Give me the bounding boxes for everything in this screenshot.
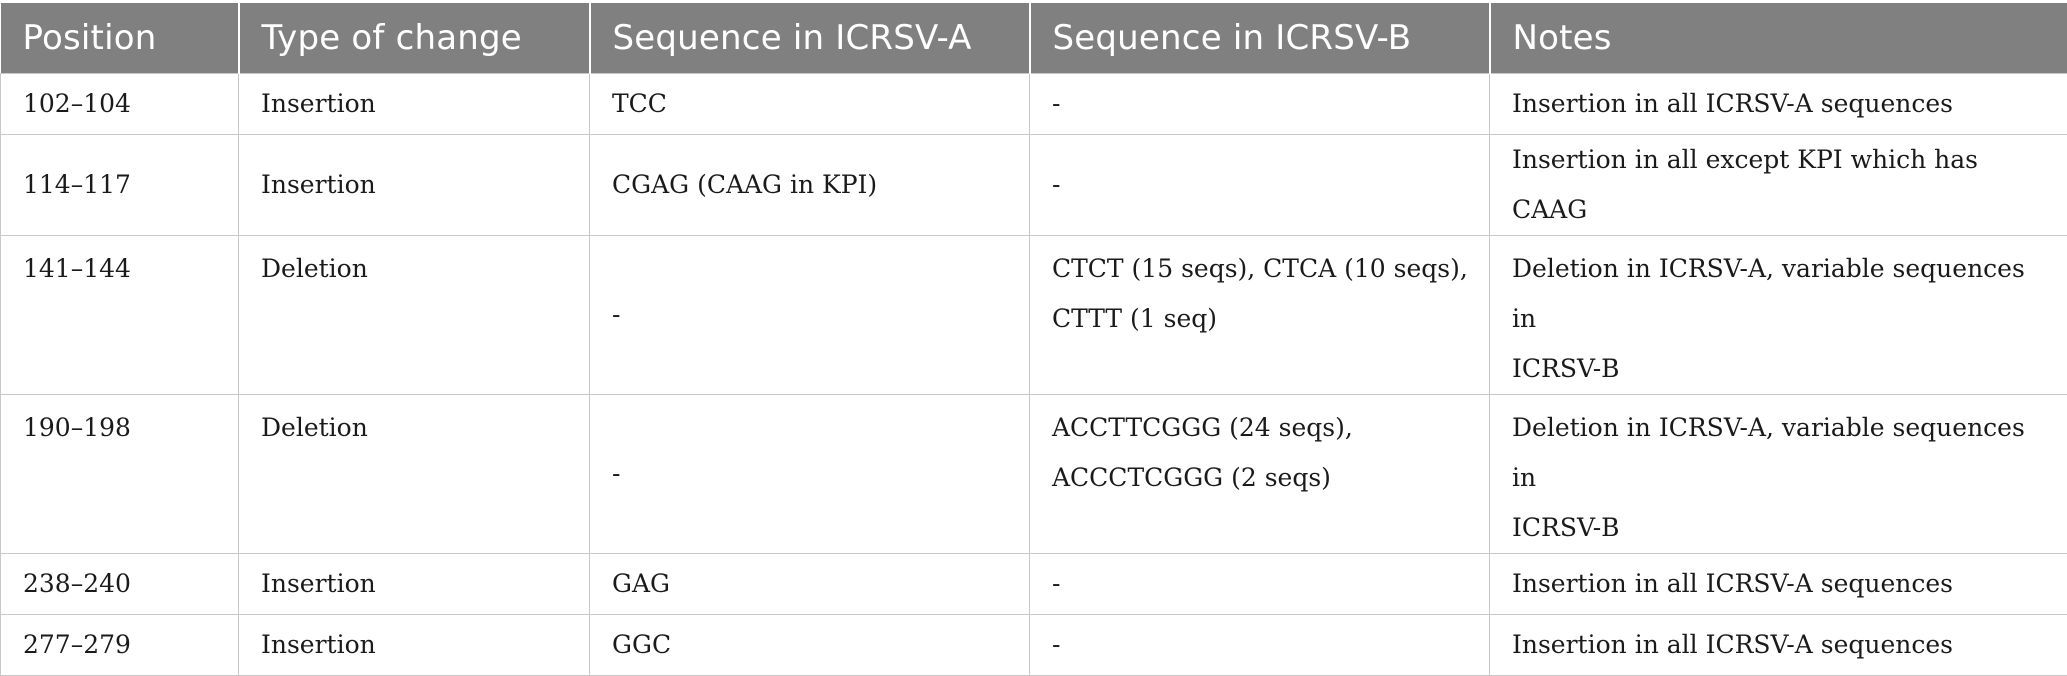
cell-notes: Insertion in all ICRSV-A sequences <box>1490 554 2067 615</box>
cell-line: CTTT (1 seq) <box>1052 294 1471 344</box>
header-row: Position Type of change Sequence in ICRS… <box>1 3 2067 74</box>
table-row: 277–279 Insertion GGC - Insertion in all… <box>1 615 2067 676</box>
header-type-of-change: Type of change <box>239 3 590 74</box>
cell-seq-b: CTCT (15 seqs), CTCA (10 seqs), CTTT (1 … <box>1030 236 1490 395</box>
cell-seq-a: - <box>590 236 1030 395</box>
cell-seq-b: - <box>1030 615 1490 676</box>
table-row: 102–104 Insertion TCC - Insertion in all… <box>1 74 2067 135</box>
table-header: Position Type of change Sequence in ICRS… <box>1 3 2067 74</box>
cell-type: Insertion <box>239 74 590 135</box>
cell-notes: Insertion in all except KPI which has CA… <box>1490 135 2067 236</box>
cell-line: ICRSV-B <box>1512 503 2049 553</box>
sequence-changes-table: Position Type of change Sequence in ICRS… <box>0 3 2067 676</box>
cell-type: Deletion <box>239 395 590 554</box>
header-sequence-b: Sequence in ICRSV-B <box>1030 3 1490 74</box>
cell-type: Insertion <box>239 615 590 676</box>
table-row: 190–198 Deletion - ACCTTCGGG (24 seqs), … <box>1 395 2067 554</box>
header-notes: Notes <box>1490 3 2067 74</box>
cell-seq-b: ACCTTCGGG (24 seqs), ACCCTCGGG (2 seqs) <box>1030 395 1490 554</box>
table-row: 238–240 Insertion GAG - Insertion in all… <box>1 554 2067 615</box>
cell-line: CTCT (15 seqs), CTCA (10 seqs), <box>1052 244 1471 294</box>
cell-position: 190–198 <box>1 395 239 554</box>
cell-notes: Insertion in all ICRSV-A sequences <box>1490 74 2067 135</box>
cell-position: 102–104 <box>1 74 239 135</box>
cell-seq-a: CGAG (CAAG in KPI) <box>590 135 1030 236</box>
table-body: 102–104 Insertion TCC - Insertion in all… <box>1 74 2067 676</box>
cell-seq-a: TCC <box>590 74 1030 135</box>
cell-type: Deletion <box>239 236 590 395</box>
cell-notes: Insertion in all ICRSV-A sequences <box>1490 615 2067 676</box>
header-position: Position <box>1 3 239 74</box>
cell-seq-b: - <box>1030 554 1490 615</box>
cell-notes: Deletion in ICRSV-A, variable sequences … <box>1490 236 2067 395</box>
cell-seq-b: - <box>1030 135 1490 236</box>
cell-line: ICRSV-B <box>1512 344 2049 394</box>
cell-notes: Deletion in ICRSV-A, variable sequences … <box>1490 395 2067 554</box>
cell-type: Insertion <box>239 135 590 236</box>
cell-seq-b: - <box>1030 74 1490 135</box>
data-table-container: Position Type of change Sequence in ICRS… <box>0 3 2067 676</box>
cell-position: 238–240 <box>1 554 239 615</box>
cell-line: ACCCTCGGG (2 seqs) <box>1052 453 1471 503</box>
cell-seq-a: GAG <box>590 554 1030 615</box>
cell-position: 277–279 <box>1 615 239 676</box>
table-row: 114–117 Insertion CGAG (CAAG in KPI) - I… <box>1 135 2067 236</box>
header-sequence-a: Sequence in ICRSV-A <box>590 3 1030 74</box>
cell-type: Insertion <box>239 554 590 615</box>
table-row: 141–144 Deletion - CTCT (15 seqs), CTCA … <box>1 236 2067 395</box>
cell-position: 141–144 <box>1 236 239 395</box>
cell-position: 114–117 <box>1 135 239 236</box>
cell-line: Deletion in ICRSV-A, variable sequences … <box>1512 244 2049 344</box>
cell-line: Deletion in ICRSV-A, variable sequences … <box>1512 403 2049 503</box>
cell-seq-a: GGC <box>590 615 1030 676</box>
cell-line: ACCTTCGGG (24 seqs), <box>1052 403 1471 453</box>
cell-seq-a: - <box>590 395 1030 554</box>
